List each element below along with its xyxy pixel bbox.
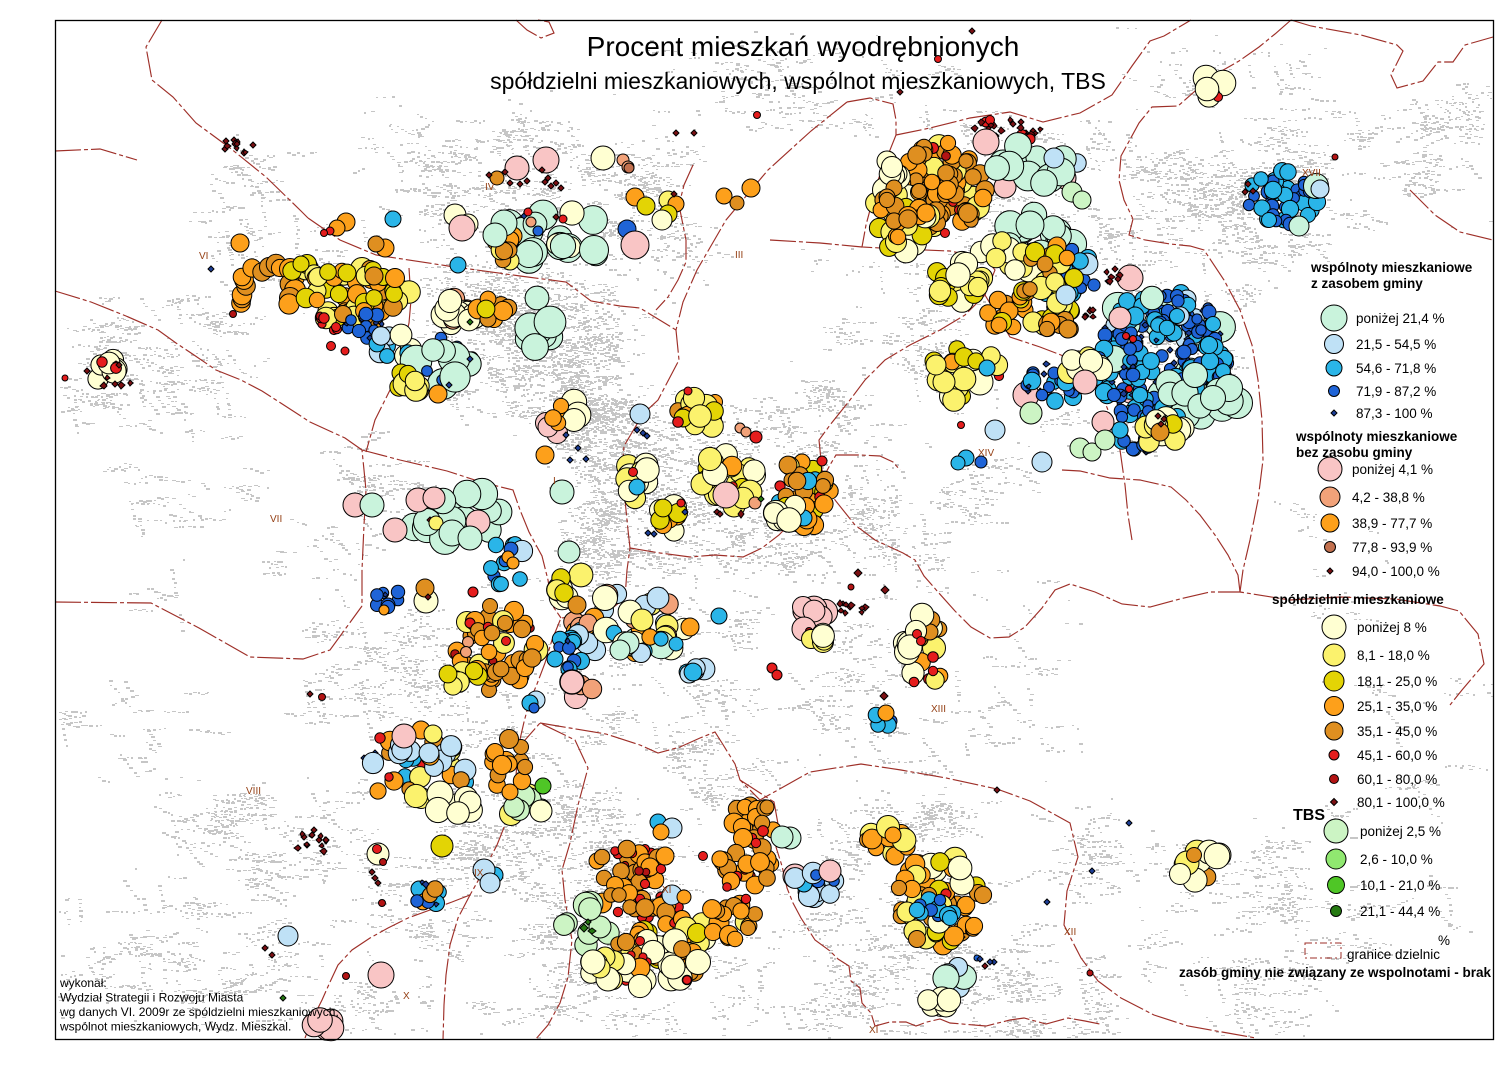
svg-text:VI: VI <box>199 251 208 262</box>
svg-text:poniżej 21,4 %: poniżej 21,4 % <box>1356 311 1445 326</box>
svg-text:poniżej 8 %: poniżej 8 % <box>1357 620 1427 635</box>
svg-text:poniżej 2,5 %: poniżej 2,5 % <box>1360 824 1441 839</box>
svg-text:poniżej 4,1 %: poniżej 4,1 % <box>1352 462 1433 477</box>
svg-text:spółdzielni mieszkaniowych, ws: spółdzielni mieszkaniowych, wspólnot mie… <box>490 68 1106 94</box>
svg-text:77,8 - 93,9 %: 77,8 - 93,9 % <box>1352 540 1432 555</box>
svg-text:wg danych VI. 2009r ze spóldzi: wg danych VI. 2009r ze spóldzielni miesz… <box>59 1005 339 1019</box>
svg-text:VIII: VIII <box>246 786 261 797</box>
svg-text:10,1 - 21,0 %: 10,1 - 21,0 % <box>1360 878 1440 893</box>
svg-text:80,1 - 100,0 %: 80,1 - 100,0 % <box>1357 795 1445 810</box>
svg-text:TBS: TBS <box>1293 807 1325 824</box>
svg-text:IX: IX <box>474 868 484 879</box>
svg-text:XIV: XIV <box>978 448 994 459</box>
svg-text:wspólnot mieszkaniowych, Wydz.: wspólnot mieszkaniowych, Wydz. Mieszkal. <box>59 1020 291 1034</box>
svg-text:94,0 - 100,0 %: 94,0 - 100,0 % <box>1352 564 1440 579</box>
svg-text:Procent mieszkań wyodrębnionyc: Procent mieszkań wyodrębnionych <box>587 31 1020 62</box>
svg-text:87,3 - 100 %: 87,3 - 100 % <box>1356 406 1433 421</box>
svg-text:35,1 - 45,0 %: 35,1 - 45,0 % <box>1357 724 1437 739</box>
svg-text:2,6 - 10,0 %: 2,6 - 10,0 % <box>1360 852 1433 867</box>
svg-text:21,5 - 54,5 %: 21,5 - 54,5 % <box>1356 337 1436 352</box>
svg-text:38,9 - 77,7 %: 38,9 - 77,7 % <box>1352 516 1432 531</box>
svg-text:60,1 - 80,0 %: 60,1 - 80,0 % <box>1357 772 1437 787</box>
svg-text:IV: IV <box>485 182 495 193</box>
svg-text:z zasobem gminy: z zasobem gminy <box>1311 276 1423 291</box>
svg-text:spółdzielnie mieszkaniowe: spółdzielnie mieszkaniowe <box>1272 592 1444 607</box>
svg-text:I: I <box>553 476 556 487</box>
svg-text:bez zasobu gminy: bez zasobu gminy <box>1296 445 1413 460</box>
svg-text:X: X <box>403 991 410 1002</box>
svg-text:XIII: XIII <box>931 704 946 715</box>
svg-text:wspólnoty mieszkaniowe: wspólnoty mieszkaniowe <box>1310 260 1473 275</box>
svg-text:wykonał:: wykonał: <box>59 976 107 990</box>
svg-text:XII: XII <box>1064 927 1076 938</box>
svg-text:54,6 - 71,8 %: 54,6 - 71,8 % <box>1356 361 1436 376</box>
svg-text:45,1 - 60,0 %: 45,1 - 60,0 % <box>1357 748 1437 763</box>
svg-text:XVII: XVII <box>1302 168 1321 179</box>
svg-text:granice dzielnic: granice dzielnic <box>1347 947 1440 962</box>
svg-text:zasób gminy nie związany ze ws: zasób gminy nie związany ze wspolnotami … <box>1179 965 1492 980</box>
svg-text:%: % <box>1438 933 1450 948</box>
svg-text:VII: VII <box>270 514 282 525</box>
svg-text:Wydział Strategii i Rozwoju Mi: Wydział Strategii i Rozwoju Miasta <box>60 991 244 1005</box>
svg-text:71,9 - 87,2 %: 71,9 - 87,2 % <box>1356 384 1436 399</box>
svg-text:wspólnoty mieszkaniowe: wspólnoty mieszkaniowe <box>1295 429 1458 444</box>
svg-text:25,1 - 35,0 %: 25,1 - 35,0 % <box>1357 699 1437 714</box>
svg-text:III: III <box>735 250 743 261</box>
svg-text:21,1 - 44,4 %: 21,1 - 44,4 % <box>1360 904 1440 919</box>
svg-text:XI: XI <box>662 885 671 896</box>
svg-text:XI: XI <box>869 1025 878 1036</box>
svg-text:4,2 - 38,8 %: 4,2 - 38,8 % <box>1352 490 1425 505</box>
svg-text:18,1 - 25,0 %: 18,1 - 25,0 % <box>1357 674 1437 689</box>
svg-text:8,1 - 18,0 %: 8,1 - 18,0 % <box>1357 648 1430 663</box>
